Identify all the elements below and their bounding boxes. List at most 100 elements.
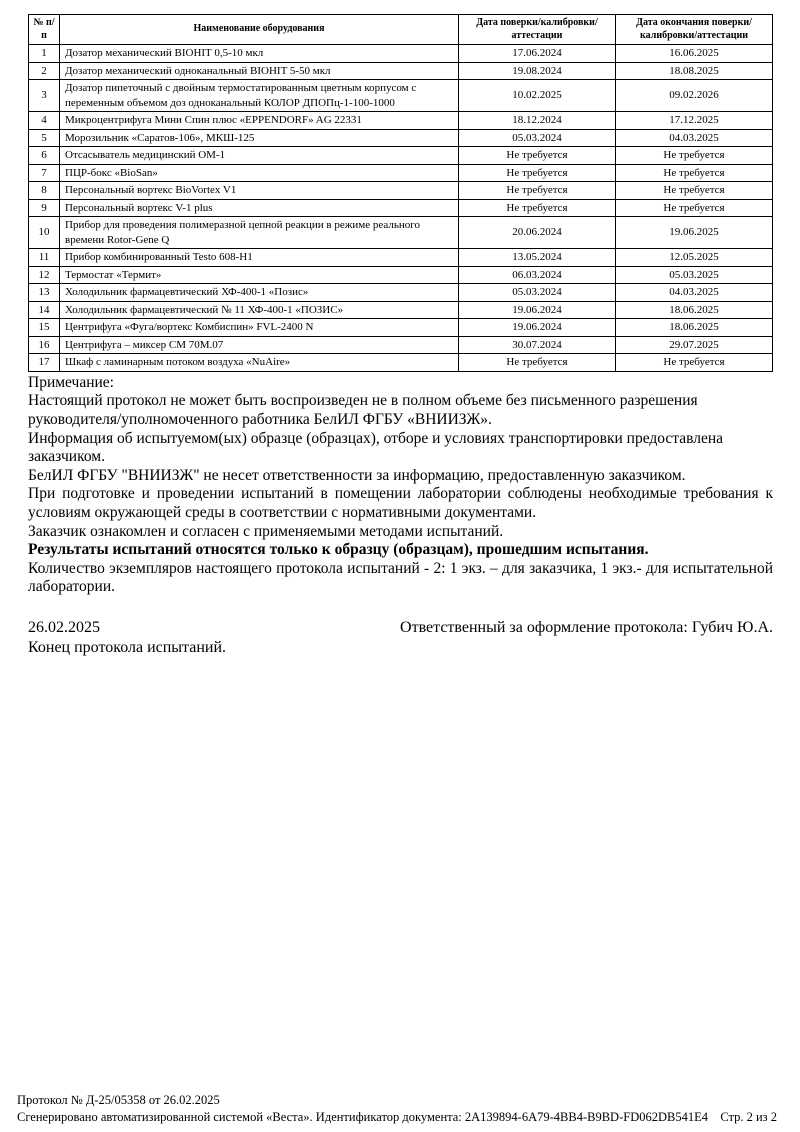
table-cell-date_end: 16.06.2025 (615, 44, 773, 63)
table-cell-name: Дозатор механический BIOHIT 0,5-10 мкл (59, 44, 459, 63)
table-cell-date: 10.02.2025 (458, 79, 616, 113)
table-cell-date: 06.03.2024 (458, 265, 616, 285)
table-row: 9 Персональный вортекс V-1 plus Не требует… (28, 198, 773, 218)
table-cell-date_end: Не требуется (615, 146, 773, 165)
table-row: 13 Холодильник фармацевтический ХФ-400-1 … (28, 283, 773, 302)
table-cell-date_end: 05.03.2025 (615, 265, 773, 285)
equipment-table-head-row: № п/п Наименование оборудования Дата повер… (28, 14, 773, 45)
table-cell-date: 05.03.2024 (458, 283, 616, 302)
table-cell-date: Не требуется (458, 198, 616, 218)
table-cell-date: 17.06.2024 (458, 44, 616, 63)
table-cell-name: Центрифуга «Фуга/вортекс Комбиспин» FVL-… (59, 318, 459, 337)
table-cell-date_end: Не требуется (615, 198, 773, 218)
table-row: 1 Дозатор механический BIOHIT 0,5-10 мкл 1… (28, 44, 773, 63)
equipment-table-head: № п/п Наименование оборудования Дата повер… (28, 14, 773, 45)
table-row: 8 Персональный вортекс BioVortex V1 Не тре… (28, 181, 773, 200)
table-cell-name: Шкаф с ламинарным потоком воздуха «NuAir… (59, 353, 459, 372)
table-cell-num: 1 (28, 44, 60, 63)
table-cell-date: Не требуется (458, 353, 616, 372)
notes-section: Примечание: Настоящий протокол не может … (28, 374, 773, 597)
note-paragraph: Информация об испытуемом(ых) образце (об… (28, 429, 724, 466)
table-cell-num: 11 (28, 248, 60, 267)
table-cell-name: Отсасыватель медицинский ОМ-1 (59, 146, 459, 165)
table-cell-date_end: 29.07.2025 (615, 335, 773, 355)
table-cell-num: 16 (28, 335, 60, 355)
document-page: № п/п Наименование оборудования Дата повер… (28, 14, 773, 658)
table-cell-num: 4 (28, 111, 60, 130)
table-cell-date: Не требуется (458, 146, 616, 165)
table-cell-name: Термостат «Термит» (59, 265, 459, 285)
table-cell-date_end: 19.06.2025 (615, 216, 773, 250)
footer-generated-info: Сгенерировано автоматизированной системо… (17, 1110, 708, 1125)
equipment-table: № п/п Наименование оборудования Дата повер… (28, 14, 773, 372)
table-cell-date: Не требуется (458, 181, 616, 200)
table-cell-date: 05.03.2024 (458, 128, 616, 148)
table-row: 12 Термостат «Термит» 06.03.2024 05.03.2025 (28, 265, 773, 285)
table-row: 15 Центрифуга «Фуга/вортекс Комбиспин» FV… (28, 318, 773, 337)
table-cell-date_end: 04.03.2025 (615, 128, 773, 148)
column-header: Дата поверки/калибровки/аттестации (458, 14, 616, 45)
table-cell-num: 2 (28, 61, 60, 81)
table-cell-name: Центрифуга – миксер СМ 70М.07 (59, 335, 459, 355)
note-paragraph: Заказчик ознакомлен и согласен с применя… (28, 522, 504, 540)
note-paragraph: При подготовке и проведении испытаний в … (28, 485, 773, 521)
table-cell-name: ПЦР-бокс «BioSan» (59, 163, 459, 183)
table-cell-date: 19.06.2024 (458, 318, 616, 337)
table-cell-date_end: Не требуется (615, 181, 773, 200)
equipment-table-body: 1 Дозатор механический BIOHIT 0,5-10 мкл 1… (28, 44, 773, 372)
table-row: 5 Морозильник «Саратов-106», МКШ-125 05.03… (28, 128, 773, 148)
protocol-date: 26.02.2025 (28, 618, 100, 636)
table-row: 7 ПЦР-бокс «BioSan» Не требуется Не требует… (28, 163, 773, 183)
table-cell-num: 14 (28, 300, 60, 320)
table-cell-num: 7 (28, 163, 60, 183)
table-cell-date_end: 18.06.2025 (615, 318, 773, 337)
column-header: Дата окончания поверки/калибровки/аттест… (615, 14, 773, 45)
note-paragraph-results: Результаты испытаний относятся только к … (28, 541, 649, 559)
note-paragraph: Настоящий протокол не может быть воспрои… (28, 392, 698, 428)
table-cell-date: 19.08.2024 (458, 61, 616, 81)
table-cell-num: 3 (28, 79, 60, 113)
table-row: 14 Холодильник фармацевтический № 11 ХФ-4… (28, 300, 773, 320)
table-row: 4 Микроцентрифуга Мини Спин плюс «EPPENDO… (28, 111, 773, 130)
table-cell-date: 13.05.2024 (458, 248, 616, 267)
table-row: 3 Дозатор пипеточный с двойным термостати… (28, 79, 773, 113)
table-cell-num: 12 (28, 265, 60, 285)
table-row: 2 Дозатор механический одноканальный BIOH… (28, 61, 773, 81)
table-cell-num: 8 (28, 181, 60, 200)
table-cell-num: 6 (28, 146, 60, 165)
table-cell-date_end: Не требуется (615, 163, 773, 183)
table-row: 11 Прибор комбинированный Testo 608-H1 13.… (28, 248, 773, 267)
footer-page-number: Стр. 2 из 2 (720, 1110, 777, 1125)
table-cell-name: Прибор для проведения полимеразной цепно… (59, 216, 459, 250)
notes-title: Примечание: (28, 373, 114, 391)
table-cell-date_end: 04.03.2025 (615, 283, 773, 302)
table-row: 17 Шкаф с ламинарным потоком воздуха «NuA… (28, 353, 773, 372)
column-header: Наименование оборудования (59, 14, 459, 45)
table-cell-num: 17 (28, 353, 60, 372)
table-cell-date: 20.06.2024 (458, 216, 616, 250)
table-cell-name: Морозильник «Саратов-106», МКШ-125 (59, 128, 459, 148)
table-cell-date: Не требуется (458, 163, 616, 183)
table-row: 10 Прибор для проведения полимеразной цеп… (28, 216, 773, 250)
table-cell-name: Дозатор механический одноканальный BIOHI… (59, 61, 459, 81)
table-cell-date_end: 18.06.2025 (615, 300, 773, 320)
table-cell-name: Прибор комбинированный Testo 608-H1 (59, 248, 459, 267)
table-cell-num: 15 (28, 318, 60, 337)
page-footer: Протокол № Д-25/05358 от 26.02.2025 Сген… (17, 1092, 777, 1126)
table-cell-date_end: 18.08.2025 (615, 61, 773, 81)
table-cell-name: Персональный вортекс V-1 plus (59, 198, 459, 218)
end-of-protocol-line: Конец протокола испытаний. (28, 638, 227, 656)
table-cell-num: 9 (28, 198, 60, 218)
signoff-section: 26.02.2025 Ответственный за оформление п… (28, 618, 773, 658)
table-cell-date_end: Не требуется (615, 353, 773, 372)
table-cell-num: 13 (28, 283, 60, 302)
table-cell-num: 10 (28, 216, 60, 250)
footer-protocol-number: Протокол № Д-25/05358 от 26.02.2025 (17, 1093, 220, 1108)
table-cell-date: 30.07.2024 (458, 335, 616, 355)
responsible-person: Ответственный за оформление протокола: Г… (400, 618, 773, 636)
note-paragraph: БелИЛ ФГБУ "ВНИИЗЖ" не несет ответственн… (28, 466, 686, 484)
table-cell-name: Холодильник фармацевтический № 11 ХФ-400… (59, 300, 459, 320)
table-cell-num: 5 (28, 128, 60, 148)
table-cell-name: Дозатор пипеточный с двойным термостатир… (59, 79, 459, 113)
table-cell-name: Персональный вортекс BioVortex V1 (59, 181, 459, 200)
